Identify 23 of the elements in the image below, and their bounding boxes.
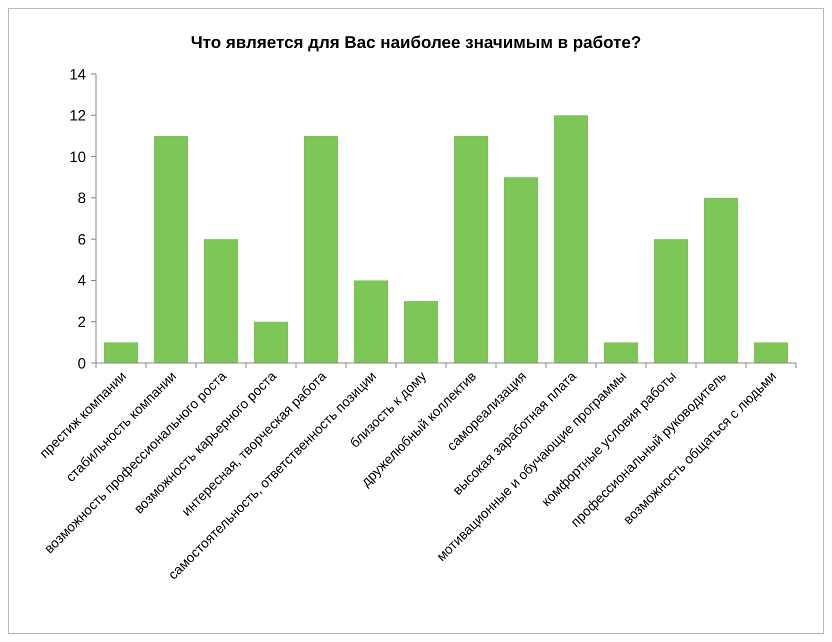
bar [604, 342, 638, 363]
bar [654, 239, 688, 363]
y-tick-label: 8 [78, 190, 86, 208]
bar [204, 239, 238, 363]
bar [354, 280, 388, 363]
bar [504, 177, 538, 363]
bar [754, 342, 788, 363]
y-tick-label: 14 [69, 66, 86, 84]
chart-title: Что является для Вас наиболее значимым в работе? [190, 33, 642, 52]
bar [704, 198, 738, 363]
y-tick-label: 12 [69, 108, 86, 125]
bar [304, 136, 338, 363]
bar [404, 301, 438, 363]
bar [254, 322, 288, 363]
y-tick-label: 6 [78, 231, 86, 248]
y-tick-label: 2 [78, 314, 86, 331]
y-tick-label: 4 [78, 272, 86, 290]
bar [554, 115, 588, 363]
bar [154, 136, 188, 363]
y-tick-label: 0 [78, 355, 86, 372]
bar [104, 342, 138, 363]
y-tick-label: 10 [69, 148, 86, 166]
bar [454, 136, 488, 363]
